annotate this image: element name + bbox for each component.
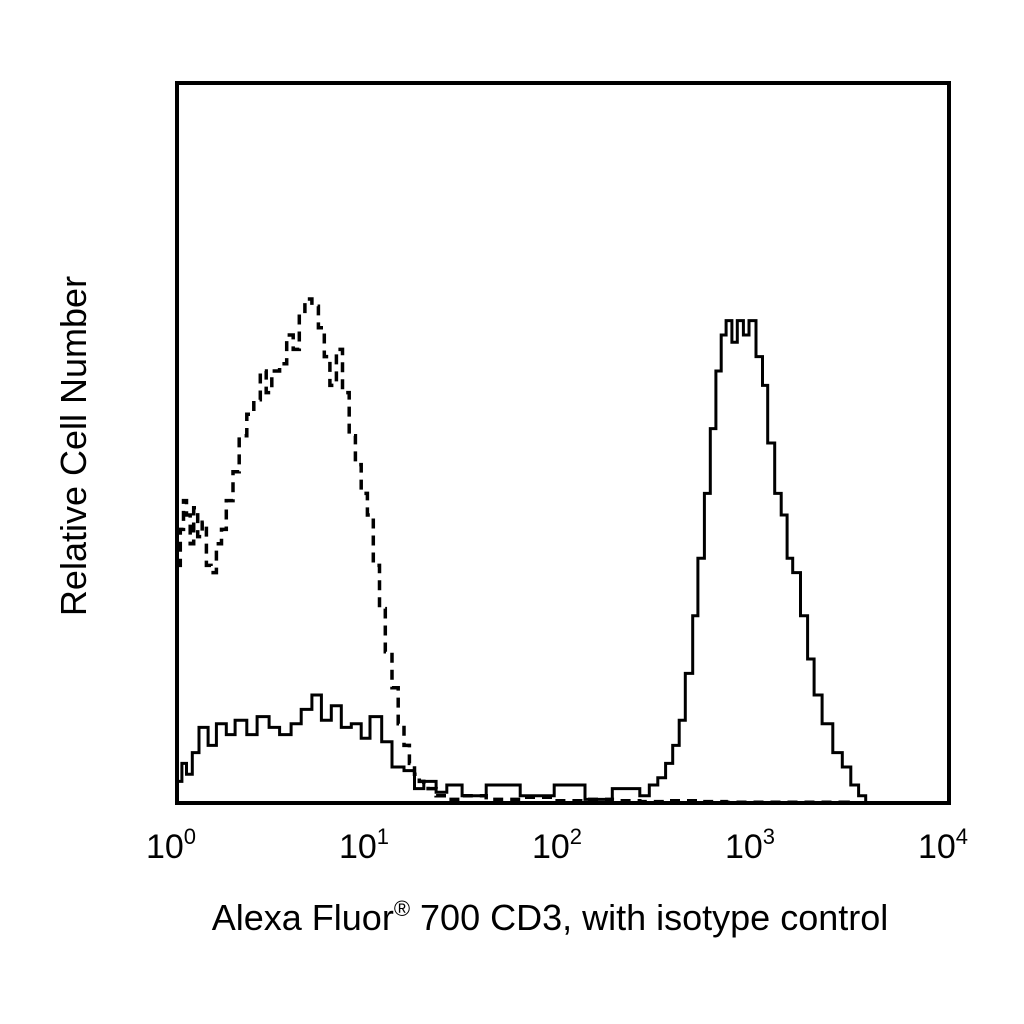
y-axis-title: Relative Cell Number	[53, 276, 94, 616]
x-tick-exponent: 3	[763, 824, 775, 849]
x-tick-base: 10	[725, 828, 763, 866]
cd3-histogram-line	[177, 319, 868, 803]
x-tick-exponent: 2	[570, 824, 582, 849]
x-axis-tick-labels: 100 101 102 103 104	[146, 824, 968, 866]
x-tick-label-3: 103	[725, 824, 775, 866]
x-tick-base: 10	[918, 828, 956, 866]
x-tick-label-0: 100	[146, 824, 196, 866]
x-tick-exponent: 4	[956, 824, 968, 849]
x-axis-title-prefix: Alexa Fluor	[212, 897, 394, 938]
registered-trademark-mark: ®	[394, 896, 410, 921]
x-tick-exponent: 1	[377, 824, 389, 849]
x-tick-label-2: 102	[532, 824, 582, 866]
solid-series-group	[177, 319, 868, 803]
x-axis-title: Alexa Fluor® 700 CD3, with isotype contr…	[212, 896, 889, 938]
x-tick-base: 10	[146, 828, 184, 866]
x-axis-title-suffix: 700 CD3, with isotype control	[410, 897, 888, 938]
x-tick-label-1: 101	[339, 824, 389, 866]
x-tick-label-4: 104	[918, 824, 968, 866]
x-tick-base: 10	[339, 828, 377, 866]
x-tick-exponent: 0	[184, 824, 196, 849]
x-tick-base: 10	[532, 828, 570, 866]
plot-frame	[175, 81, 951, 805]
